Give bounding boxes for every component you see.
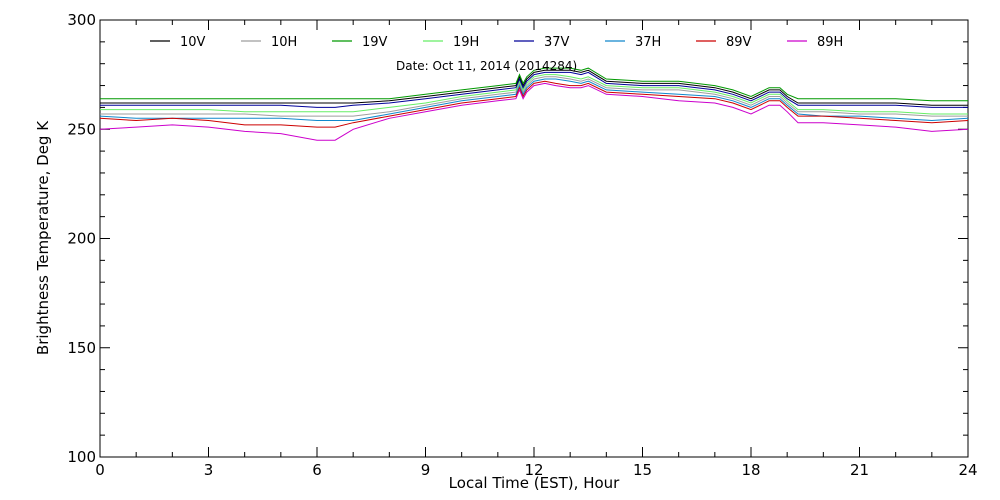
series-line-37v	[100, 71, 968, 108]
legend-label-10h: 10H	[271, 35, 297, 50]
x-tick-label: 3	[204, 461, 214, 479]
x-tick-label: 9	[421, 461, 431, 479]
series-line-10h	[100, 76, 968, 117]
legend: 10V 10H 19V 19H 37V 37H 89V 89H	[150, 35, 843, 50]
date-annotation: Date: Oct 11, 2014 (2014284)	[396, 59, 577, 73]
y-tick-label: 200	[67, 230, 96, 248]
legend-label-37v: 37V	[544, 35, 570, 50]
series-line-19v	[100, 67, 968, 102]
series-lines	[99, 67, 969, 141]
legend-label-19h: 19H	[453, 35, 479, 50]
legend-label-19v: 19V	[362, 35, 388, 50]
y-tick-label: 250	[67, 120, 96, 138]
x-tick-label: 12	[524, 461, 543, 479]
x-tick-label: 15	[633, 461, 652, 479]
y-tick-label: 100	[67, 448, 96, 466]
legend-label-89h: 89H	[817, 35, 843, 50]
x-tick-label: 0	[95, 461, 105, 479]
y-tick-label: 150	[67, 339, 96, 357]
legend-label-89v: 89V	[726, 35, 752, 50]
series-line-19h	[100, 74, 968, 115]
y-axis-title: Brightness Temperature, Deg K	[34, 120, 52, 355]
x-axis-title: Local Time (EST), Hour	[449, 474, 620, 492]
legend-label-10v: 10V	[180, 35, 206, 50]
x-tick-label: 18	[741, 461, 760, 479]
x-tick-label: 6	[312, 461, 322, 479]
legend-label-37h: 37H	[635, 35, 661, 50]
x-tick-label: 21	[850, 461, 869, 479]
series-line-37h	[99, 78, 969, 122]
series-line-10v	[100, 69, 968, 106]
axis-ticks: 0 3 6 9 12 15 18 21 24 100 150 200 250 300	[67, 11, 977, 479]
series-line-89h	[99, 82, 969, 141]
y-tick-label: 300	[67, 11, 96, 29]
x-tick-label: 24	[958, 461, 977, 479]
series-line-89v	[99, 80, 969, 128]
